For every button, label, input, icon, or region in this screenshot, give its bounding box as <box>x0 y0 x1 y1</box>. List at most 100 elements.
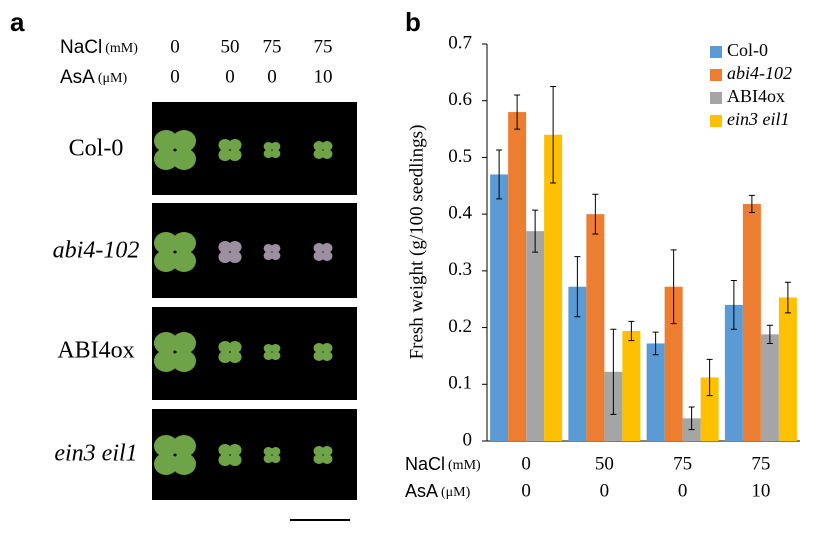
condition-value: 75 <box>263 36 282 57</box>
bar <box>742 203 761 441</box>
x-tick-label: 75 <box>673 453 692 474</box>
seedling-leaf <box>172 453 196 475</box>
seedling-leaf <box>263 244 274 253</box>
row-unit: (mM) <box>105 41 138 56</box>
legend-label: Col-0 <box>727 40 768 60</box>
panel-label: a <box>10 7 25 37</box>
error-bar <box>496 149 503 200</box>
error-bar <box>610 328 617 415</box>
genotype-label: ABI4ox <box>57 338 134 364</box>
seedling-leaf <box>228 250 242 263</box>
seedling-leaf <box>270 344 281 353</box>
x-row-name: AsA <box>405 481 438 501</box>
condition-value: 0 <box>267 66 277 87</box>
bar <box>700 377 719 441</box>
seedling-leaf <box>321 149 333 159</box>
x-row-name: NaCl <box>405 454 445 474</box>
bar <box>586 214 605 441</box>
y-tick-label: 0.5 <box>448 146 472 167</box>
error-bar <box>592 193 599 235</box>
seedling-leaf <box>218 444 232 457</box>
seedling-leaf <box>321 243 333 253</box>
x-tick-label: 10 <box>751 480 770 501</box>
seedling-leaf <box>263 344 274 353</box>
bar <box>508 112 527 442</box>
y-tick-label: 0.1 <box>448 373 472 394</box>
x-tick-label: 0 <box>521 480 531 501</box>
legend-label: ein3 eil1 <box>727 109 789 129</box>
error-bar <box>550 86 557 184</box>
error-bar <box>574 256 581 318</box>
legend-label: abi4-102 <box>727 63 792 83</box>
seedling-leaf <box>154 130 178 152</box>
error-bar <box>688 406 695 431</box>
seedling-leaf <box>270 244 281 253</box>
seedling-leaf <box>218 241 232 254</box>
seedling-leaf <box>270 251 281 260</box>
condition-value: 0 <box>170 36 180 57</box>
panel-label: b <box>405 7 421 37</box>
seedling-leaf <box>154 435 178 457</box>
seedling-leaf <box>263 251 274 260</box>
error-bar <box>670 249 677 325</box>
x-tick-label: 0 <box>678 480 688 501</box>
bar <box>646 343 665 441</box>
seedling-leaf <box>321 351 333 361</box>
seedling-leaf <box>321 454 333 464</box>
x-tick-label: 0 <box>521 453 531 474</box>
seedling-leaf <box>321 251 333 261</box>
seedling-leaf <box>313 454 325 464</box>
seedling-leaf <box>154 250 178 272</box>
row-unit: (μM) <box>98 71 128 86</box>
y-tick-label: 0.4 <box>448 203 472 224</box>
error-bar <box>706 358 713 397</box>
seedling-leaf <box>218 250 232 263</box>
error-bar <box>766 324 773 344</box>
seedling-leaf <box>313 141 325 151</box>
error-bar <box>784 281 791 314</box>
seedling-leaf <box>270 351 281 360</box>
seedling-leaf <box>218 350 232 364</box>
seedling-leaf <box>154 148 178 170</box>
seedling-leaf <box>313 251 325 261</box>
seedling-leaf <box>270 149 281 159</box>
genotype-label: Col-0 <box>69 136 124 162</box>
bar <box>724 304 743 441</box>
seedling-leaf <box>154 332 178 354</box>
seedling-leaf <box>321 343 333 353</box>
seedling-leaf <box>172 232 196 254</box>
error-bar <box>514 94 521 130</box>
seedling-leaf <box>218 453 232 467</box>
seedling-leaf <box>218 341 232 354</box>
seedling-leaf <box>172 148 196 170</box>
legend-swatch <box>710 115 722 127</box>
seedling-leaf <box>172 250 196 272</box>
seedling-leaf <box>228 241 242 254</box>
seedling-leaf <box>263 447 274 456</box>
x-tick-label: 0 <box>600 480 610 501</box>
error-bar <box>652 331 659 356</box>
legend-swatch <box>710 46 722 58</box>
seedling-leaf <box>263 142 274 151</box>
seedling-leaf <box>228 453 242 467</box>
bar <box>778 297 797 441</box>
bar <box>568 286 587 441</box>
x-row-unit: (mM) <box>448 458 481 473</box>
x-tick-label: 50 <box>595 453 614 474</box>
seedling-leaf <box>270 454 281 463</box>
seedling-leaf <box>218 148 232 161</box>
seedling-leaf <box>313 446 325 456</box>
genotype-label: abi4-102 <box>53 238 140 264</box>
y-tick-label: 0 <box>463 429 473 450</box>
condition-value: 0 <box>170 66 180 87</box>
seedling-leaf <box>154 232 178 254</box>
seedling-leaf <box>228 148 242 161</box>
seedling-leaf <box>154 350 178 372</box>
y-tick-label: 0.3 <box>448 259 472 280</box>
genotype-label: ein3 eil1 <box>54 441 137 467</box>
bar <box>664 286 683 441</box>
condition-value: 50 <box>221 36 240 57</box>
y-tick-label: 0.7 <box>448 32 472 53</box>
legend-swatch <box>710 92 722 104</box>
seedling-leaf <box>321 446 333 456</box>
